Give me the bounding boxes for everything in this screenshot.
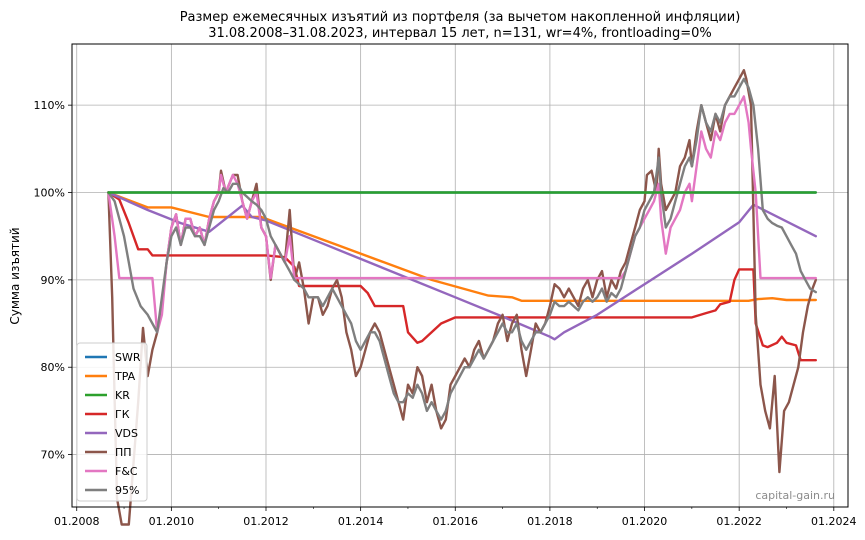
series-line-7 bbox=[107, 77, 817, 421]
legend-entry: KR bbox=[115, 389, 130, 402]
x-tick-label: 01.2008 bbox=[54, 515, 100, 528]
watermark: capital-gain.ru bbox=[755, 489, 835, 502]
axis-ticks: 01.2008 01.2010 01.2012 01.2014 01.2016 01.20… bbox=[34, 99, 857, 528]
y-axis-label: Сумма изъятий bbox=[8, 227, 22, 324]
plot-frame bbox=[71, 43, 849, 508]
y-tick-label: 100% bbox=[34, 187, 65, 200]
x-tick-label: 01.2016 bbox=[433, 515, 479, 528]
legend-box bbox=[76, 342, 148, 502]
legend: SWR TPA KR ГК VDS ПП F&C 95% bbox=[76, 342, 148, 502]
legend-entry: SWR bbox=[115, 351, 141, 364]
series-layer bbox=[107, 69, 817, 526]
x-tick-label: 01.2014 bbox=[338, 515, 384, 528]
x-tick-label: 01.2010 bbox=[149, 515, 195, 528]
legend-entry: F&C bbox=[115, 465, 138, 478]
y-tick-label: 80% bbox=[41, 361, 65, 374]
legend-entry: ГК bbox=[115, 408, 130, 421]
series-line-6 bbox=[107, 95, 817, 334]
legend-entry: VDS bbox=[115, 427, 138, 440]
x-tick-label: 01.2020 bbox=[622, 515, 668, 528]
series-line-4 bbox=[107, 191, 817, 341]
legend-entry: 95% bbox=[115, 484, 139, 497]
x-tick-label: 01.2024 bbox=[811, 515, 857, 528]
x-tick-label: 01.2022 bbox=[716, 515, 762, 528]
series-line-1 bbox=[107, 191, 817, 302]
x-tick-label: 01.2012 bbox=[243, 515, 289, 528]
legend-entry: ПП bbox=[115, 446, 132, 459]
y-tick-label: 90% bbox=[41, 274, 65, 287]
y-tick-label: 70% bbox=[41, 449, 65, 462]
series-line-5 bbox=[107, 69, 817, 526]
chart-title-line1: Размер ежемесячных изъятий из портфеля (… bbox=[180, 10, 741, 25]
legend-entry: TPA bbox=[114, 370, 136, 383]
chart-title-line2: 31.08.2008–31.08.2023, интервал 15 лет, … bbox=[208, 26, 712, 41]
y-tick-label: 110% bbox=[34, 99, 65, 112]
x-tick-label: 01.2018 bbox=[527, 515, 573, 528]
